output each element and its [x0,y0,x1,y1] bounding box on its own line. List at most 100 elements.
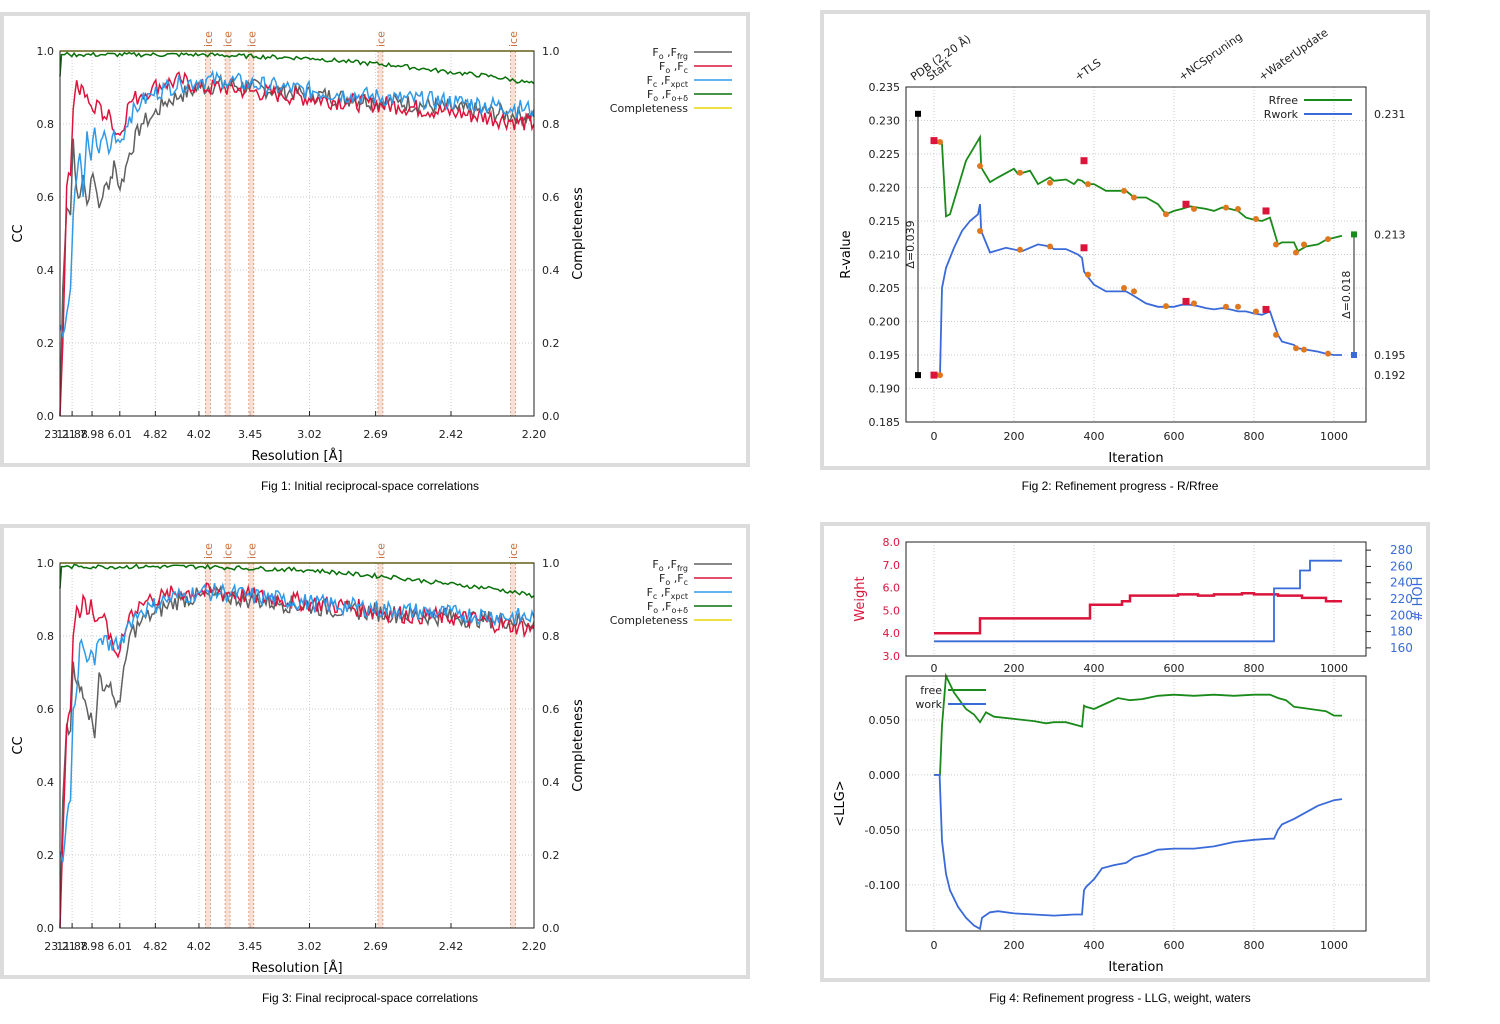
y-tick-label: 0.4 [37,264,55,277]
legend-label: Fo ,Ffrg [652,558,688,573]
y-tick-label: 3.0 [883,650,901,663]
final-point [1351,352,1357,358]
ice-ring-label: ice [374,543,387,559]
x-tick-label: 2.69 [363,428,388,441]
marker-red [1262,207,1270,215]
marker-orange [1121,285,1127,291]
x-tick-label: 400 [1084,430,1105,443]
series-line-xpct [59,582,535,863]
ice-ring-label: ice [202,31,215,47]
ice-ring-band [248,51,254,416]
marker-red [1262,305,1270,313]
top-annotation-label: +NCSpruning [1176,30,1245,83]
marker-orange [1273,331,1279,338]
y-tick-label: 0.225 [869,148,901,161]
legend-label: Fo ,Fo+δ [647,88,688,103]
y-tick-label: 0.195 [869,349,901,362]
y2-tick-label: 0.8 [542,630,560,643]
ice-ring-band [510,563,516,928]
marker-orange [1253,215,1259,222]
marker-orange [1293,345,1299,352]
right-value-label: 0.213 [1374,228,1406,241]
fig4-caption: Fig 4: Refinement progress - LLG, weight… [989,991,1251,1005]
legend-label: Rfree [1269,94,1299,107]
series-line-frg [59,73,535,417]
y2-tick-label: 200 [1390,608,1413,622]
fig1-panel: 23.21 11.88 7.98 6.01 4.82 4.02 3.45 3.02 2.69 2.… [0,12,750,467]
marker-orange [1223,204,1229,211]
marker-orange [1301,346,1307,353]
x-tick-label: 600 [1164,939,1185,952]
x-tick-label: 1000 [1320,430,1348,443]
marker-orange [977,228,983,235]
y-tick-label: 5.0 [883,604,901,617]
fig3-caption: Fig 3: Final reciprocal-space correlatio… [261,991,479,1005]
x-tick-label: 1000 [1320,939,1348,952]
series-line-frg [59,584,535,929]
x-tick-label: 3.45 [238,428,263,441]
plot-frame [905,86,1367,423]
ice-ring-band [205,51,211,416]
marker-red [930,137,938,145]
x-tick-label: 6.01 [108,940,133,953]
marker-red [1182,297,1190,305]
top-annotation-label: +WaterUpdate [1256,26,1330,84]
x-tick-label: 2.42 [439,940,464,953]
x-tick-label: 7.98 [80,940,105,953]
pdb-point [915,372,921,379]
top-annotation-label: +TLS [1072,56,1103,83]
series-line-rfree [934,672,1342,776]
plot-frame-top [905,541,1367,657]
marker-red [930,371,938,379]
y2-tick-label: 1.0 [542,557,560,570]
y-tick-label: 0.215 [869,215,901,228]
x-axis-label: Iteration [1108,960,1163,975]
legend-label: Fo ,Fc [659,572,688,587]
x-tick-label: 200 [1004,939,1025,952]
y-tick-label: 4.0 [883,627,901,640]
y2-tick-label: 280 [1390,543,1413,557]
ice-ring-band [377,563,383,928]
marker-orange [937,138,943,145]
marker-orange [1235,205,1241,212]
y2-tick-label: 240 [1390,576,1413,590]
y-tick-label: 0.0 [37,922,55,935]
x-axis-label: Resolution [Å] [251,960,342,975]
marker-orange [1223,303,1229,310]
fig4-panel: 0 200 400 600 800 1000 3.0 4.0 5.0 6.0 7.0 8.0 160 18… [820,522,1430,982]
x-tick-label: 0 [931,662,938,675]
ice-ring-label: ice [202,543,215,559]
x-tick-label: 3.02 [297,940,322,953]
ice-ring-band [248,563,254,928]
legend-label: Fo ,Ffrg [652,46,688,61]
y2-tick-label: 0.6 [542,191,560,204]
y2-tick-label: 0.0 [542,922,560,935]
y2-tick-label: 260 [1390,559,1413,573]
x-tick-label: 4.02 [187,428,212,441]
series-line-fofc [59,582,535,929]
legend-label: Rwork [1264,108,1299,121]
marker-red [1080,244,1088,252]
ice-ring-band [225,51,231,416]
x-tick-label: 600 [1164,662,1185,675]
y-tick-label: 0.205 [869,282,901,295]
legend-label: free [920,684,942,697]
x-axis-label: Iteration [1108,451,1163,466]
x-tick-label: 6.01 [108,428,133,441]
y2-tick-label: 0.4 [542,776,560,789]
marker-orange [1301,241,1307,248]
ice-ring-band [510,51,516,416]
x-tick-label: 3.02 [297,428,322,441]
x-tick-label: 2.69 [363,940,388,953]
x-tick-label: 1000 [1320,662,1348,675]
legend-label: Fc ,Fxpct [647,74,688,89]
x-tick-label: 3.45 [238,940,263,953]
marker-orange [1017,169,1023,176]
y-tick-label: 1.0 [37,45,55,58]
marker-orange [1273,241,1279,248]
y-tick-label: 0.220 [869,182,901,195]
x-tick-label: 400 [1084,939,1105,952]
x-tick-label: 800 [1244,430,1265,443]
y2-tick-label: 220 [1390,592,1413,606]
y-tick-label: 0.6 [37,191,55,204]
